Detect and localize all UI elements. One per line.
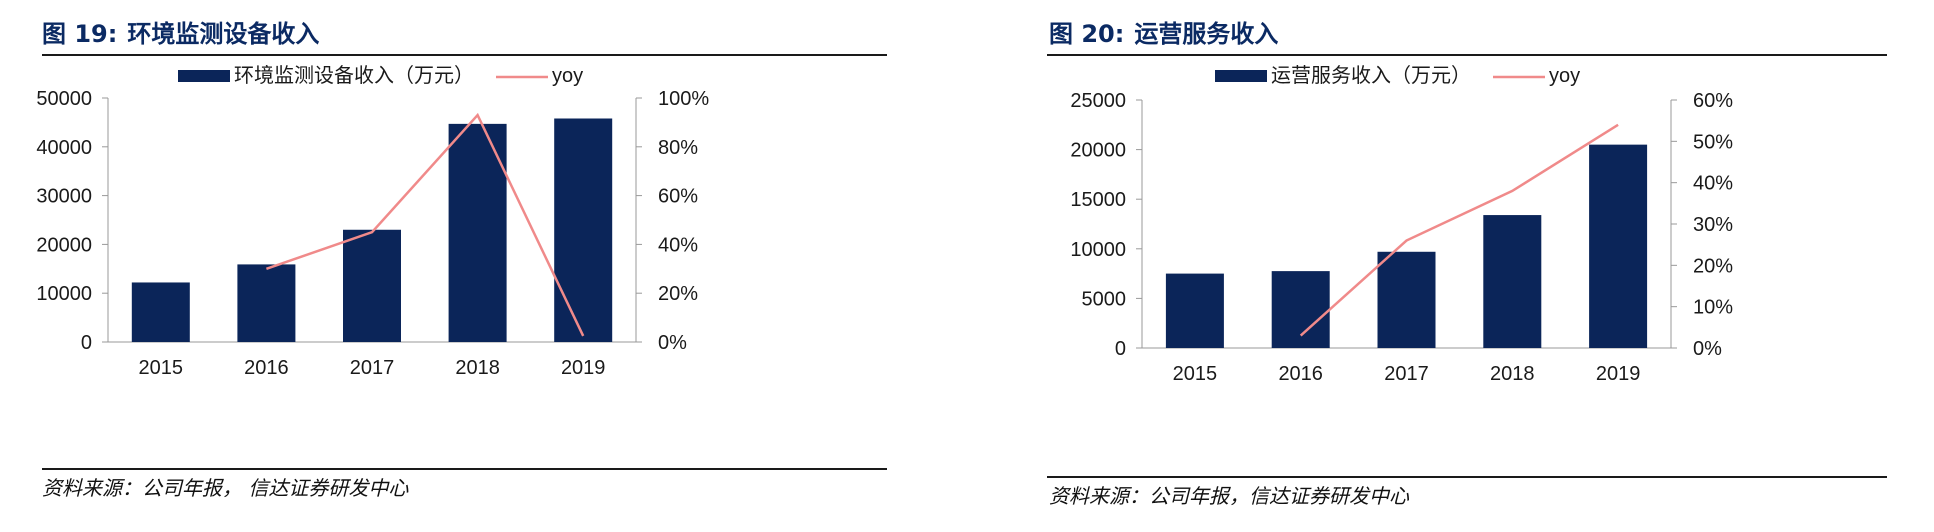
chart-panel-19: 图 19: 环境监测设备收入 0 10000 20000 30000 40000 50000… (0, 0, 900, 532)
x-tick-label: 2015 (1173, 363, 1218, 385)
y2-tick-label: 20% (658, 283, 698, 305)
y-tick-label: 30000 (36, 186, 92, 208)
y-tick-label: 20000 (36, 234, 92, 256)
bar (1377, 251, 1436, 348)
bar (237, 264, 296, 342)
bar (554, 118, 613, 342)
y-tick-label: 10000 (36, 283, 92, 305)
chart-panel-20: 图 20: 运营服务收入 0 5000 10000 15000 20000 25000 0% 1… (1047, 0, 1934, 532)
y2-tick-label: 60% (1693, 90, 1733, 112)
bar (131, 282, 190, 342)
y2-tick-label: 0% (1693, 338, 1722, 360)
bottom-rule (42, 468, 887, 470)
y2-tick-label: 40% (658, 234, 698, 256)
x-tick-label: 2016 (244, 357, 289, 379)
figure-number: 图 19: (42, 20, 118, 48)
x-tick-label: 2019 (1596, 363, 1641, 385)
y-tick-label: 50000 (36, 88, 92, 110)
bar (1483, 215, 1542, 348)
y2-tick-label: 80% (658, 137, 698, 159)
figure-title: 环境监测设备收入 (127, 20, 320, 48)
x-tick-label: 2016 (1278, 363, 1323, 385)
bottom-rule (1047, 476, 1887, 478)
y-tick-label: 20000 (1070, 140, 1126, 162)
y-tick-label: 25000 (1070, 90, 1126, 112)
figure-title: 运营服务收入 (1134, 20, 1279, 48)
x-tick-label: 2017 (350, 357, 395, 379)
y-tick-label: 5000 (1082, 288, 1127, 310)
legend-label-line: yoy (1549, 65, 1580, 87)
chart-svg: 0 5000 10000 15000 20000 25000 0% 10% 20% 30% 40% 5… (1070, 64, 1733, 385)
y2-tick-label: 30% (1693, 214, 1733, 236)
legend-label-bar: 运营服务收入（万元） (1271, 64, 1471, 87)
x-tick-label: 2015 (139, 357, 184, 379)
x-tick-label: 2018 (1490, 363, 1535, 385)
y-tick-label: 0 (1115, 338, 1126, 360)
y2-tick-label: 60% (658, 186, 698, 208)
y2-tick-label: 40% (1693, 173, 1733, 195)
bar (1165, 273, 1224, 348)
y-tick-label: 15000 (1070, 189, 1126, 211)
y2-tick-label: 0% (658, 332, 687, 354)
source-note: 资料来源：公司年报， 信达证券研发中心 (42, 476, 409, 500)
bar (1271, 271, 1330, 348)
chart-svg: 0 10000 20000 30000 40000 50000 0% 20% 40% 60% 80%… (36, 64, 709, 379)
legend-label-line: yoy (552, 65, 583, 87)
bar (343, 229, 401, 342)
legend-swatch-bar (1215, 70, 1267, 82)
bar (448, 123, 507, 342)
bar (1589, 144, 1648, 348)
x-tick-label: 2018 (455, 357, 500, 379)
chart-title: 图 19: 环境监测设备收入 (42, 14, 319, 49)
x-tick-label: 2019 (561, 357, 606, 379)
chart-title: 图 20: 运营服务收入 (1049, 14, 1278, 49)
y-tick-label: 40000 (36, 137, 92, 159)
y2-tick-label: 50% (1693, 131, 1733, 153)
title-rule (42, 54, 887, 56)
legend-swatch-bar (178, 70, 230, 82)
legend-label-bar: 环境监测设备收入（万元） (234, 64, 474, 87)
source-note: 资料来源：公司年报，信达证券研发中心 (1049, 484, 1409, 508)
y2-tick-label: 20% (1693, 255, 1733, 277)
y-tick-label: 0 (81, 332, 92, 354)
y2-tick-label: 10% (1693, 297, 1733, 319)
yoy-line (265, 112, 585, 337)
y-tick-label: 10000 (1070, 239, 1126, 261)
title-rule (1047, 54, 1887, 56)
figure-number: 图 20: (1049, 20, 1125, 48)
x-tick-label: 2017 (1384, 363, 1429, 385)
y2-tick-label: 100% (658, 88, 709, 110)
yoy-line (1299, 123, 1619, 337)
